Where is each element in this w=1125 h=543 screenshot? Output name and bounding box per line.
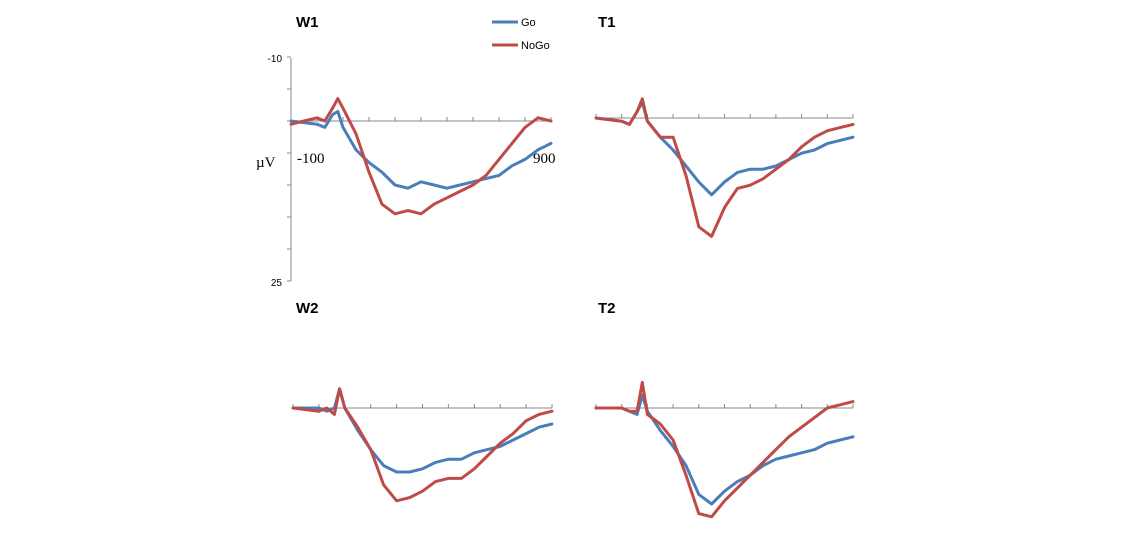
- trace-w1-nogo: [289, 97, 553, 216]
- legend-label-go: Go: [521, 17, 536, 29]
- panel-title-w2: W2: [296, 300, 319, 317]
- legend-label-nogo: NoGo: [521, 40, 550, 52]
- x-axes: [290, 114, 854, 409]
- trace-w1-go: [289, 109, 553, 190]
- y-tick-label-bottom: 25: [271, 278, 283, 289]
- traces: [289, 97, 855, 519]
- trace-w2-go: [291, 387, 554, 474]
- y-unit-label: µV: [256, 155, 276, 171]
- trace-t2-nogo: [594, 380, 855, 519]
- x-end-label: 900: [533, 151, 556, 167]
- panel-title-t2: T2: [598, 300, 616, 317]
- panel-title-w1: W1: [296, 14, 319, 31]
- panel-title-t1: T1: [598, 14, 616, 31]
- trace-w2-nogo: [291, 387, 554, 503]
- y-tick-label-top: -10: [268, 54, 283, 65]
- trace-t1-nogo: [594, 97, 855, 238]
- x-start-label: -100: [297, 151, 325, 167]
- legend: Go NoGo: [492, 17, 550, 52]
- y-axis: -10 25 µV: [256, 54, 292, 289]
